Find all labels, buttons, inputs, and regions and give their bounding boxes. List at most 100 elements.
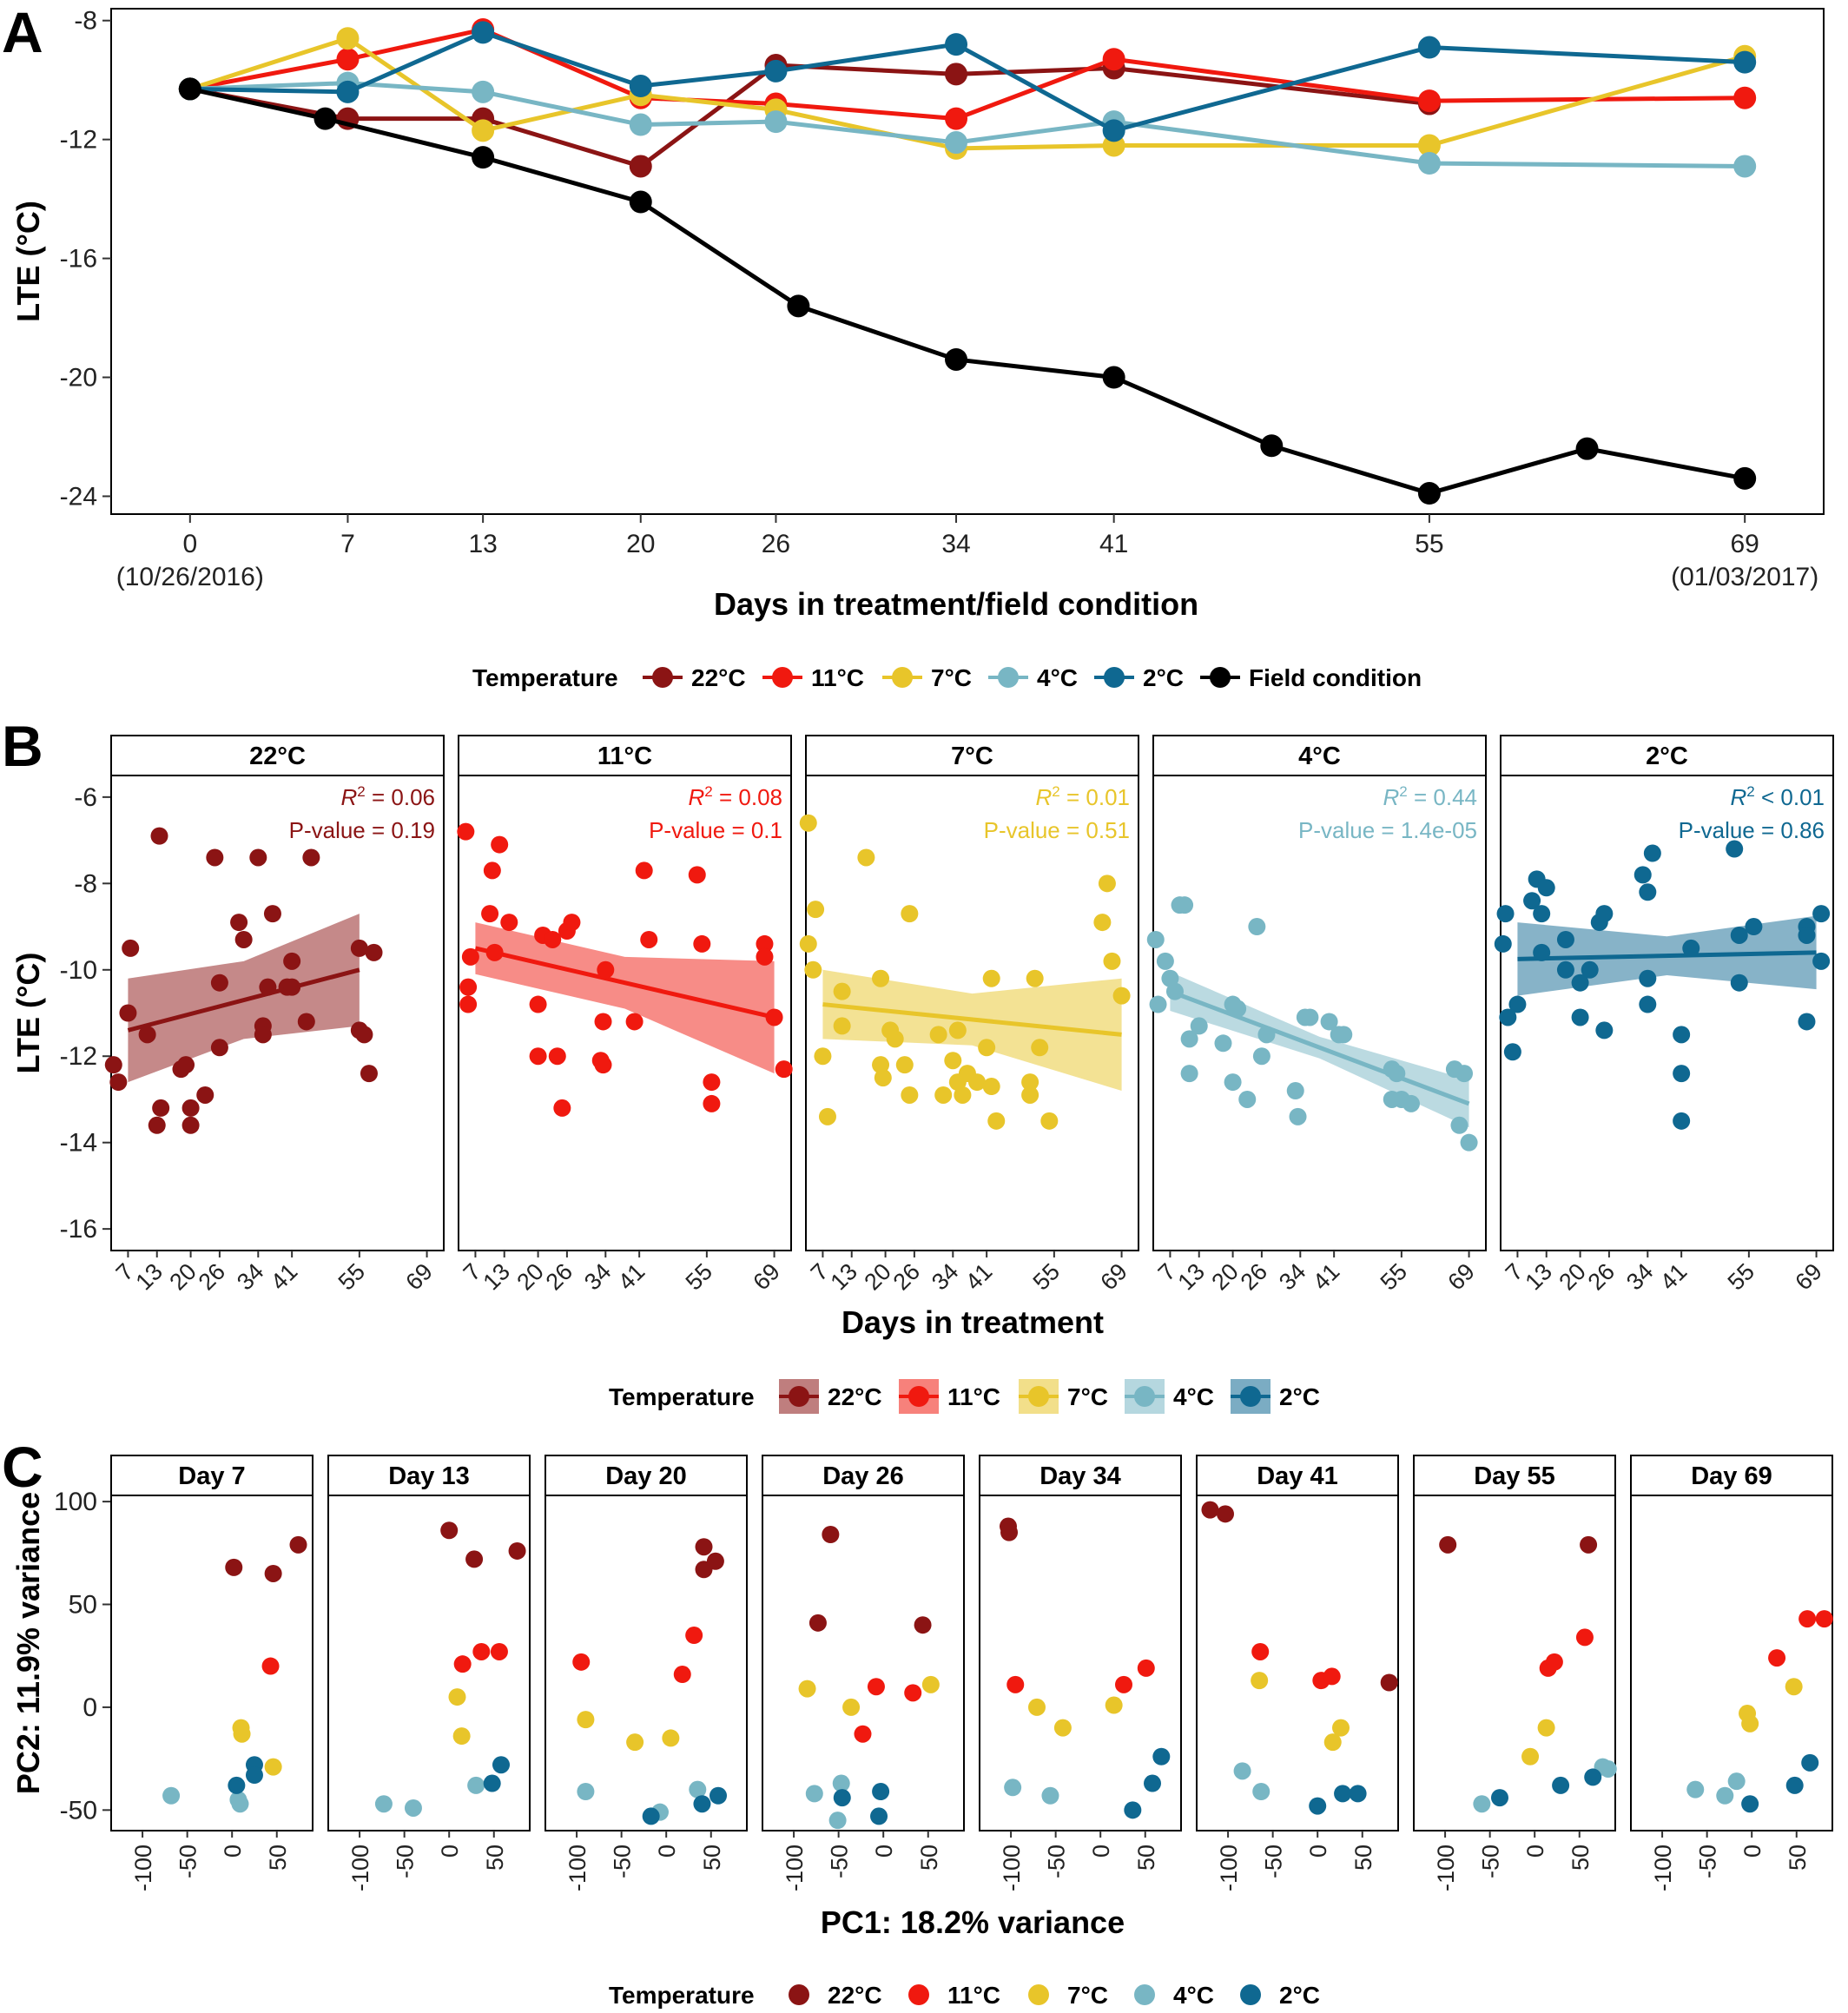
data-point	[1098, 874, 1116, 893]
legend: Temperature 22°C 11°C 7°C 4°C 2°C	[609, 1379, 1320, 1414]
data-point-4c	[404, 1798, 422, 1817]
data-point-22c	[440, 1521, 459, 1540]
data-point	[1733, 86, 1757, 109]
x-tick-label: 0	[220, 1845, 246, 1858]
data-point	[472, 146, 495, 169]
data-point-22c	[264, 1564, 282, 1582]
data-point	[833, 1017, 851, 1035]
x-tick-label: 55	[1028, 1258, 1065, 1295]
data-point-7c	[452, 1727, 471, 1746]
panel-label-c: C	[2, 1435, 43, 1499]
legend-key-dot	[1028, 1386, 1049, 1407]
x-tick-label: 0	[1739, 1845, 1766, 1858]
data-point	[461, 947, 479, 966]
data-point	[886, 1030, 904, 1048]
data-point	[1581, 960, 1599, 979]
x-tick-label: 50	[1568, 1845, 1594, 1871]
regression-line	[474, 946, 776, 1020]
series-line	[189, 81, 1746, 168]
data-point	[901, 905, 919, 923]
data-point	[775, 1060, 793, 1079]
data-point	[1260, 434, 1284, 458]
data-point-4c	[467, 1776, 485, 1794]
plot-frame	[805, 775, 1139, 1251]
plot-frame	[110, 775, 445, 1251]
data-point	[1523, 892, 1541, 910]
data-point	[629, 75, 652, 98]
x-tick-label: 13	[468, 530, 497, 558]
facet-day-69: Day 69 -100 -50 0 50	[1630, 1455, 1833, 1891]
data-point	[1455, 1065, 1474, 1083]
y-tick-label: -24	[60, 482, 97, 511]
series-field-condition	[178, 77, 1757, 505]
data-point	[472, 119, 495, 142]
legend-item-field-condition: Field condition	[1249, 664, 1422, 691]
data-point-11c	[904, 1684, 922, 1702]
facet-title: 22°C	[249, 742, 306, 770]
r2-annotation: R2 < 0.01	[1731, 783, 1825, 810]
data-point	[1102, 366, 1125, 389]
data-point	[1595, 905, 1614, 923]
data-point	[1499, 1008, 1517, 1026]
data-point	[594, 1056, 612, 1074]
data-point-11c	[1545, 1653, 1563, 1671]
data-point	[263, 905, 281, 923]
data-point	[1031, 1039, 1049, 1057]
data-point	[1673, 1112, 1691, 1130]
x-tick-sublabel: (10/26/2016)	[116, 563, 264, 591]
facet-strip	[327, 1455, 531, 1496]
x-tick-sublabel: (01/03/2017)	[1671, 563, 1818, 591]
data-point	[336, 48, 360, 71]
data-point-4c	[1686, 1780, 1705, 1798]
facet-strip	[544, 1455, 748, 1496]
x-tick-label: -50	[1261, 1845, 1287, 1878]
data-point	[459, 978, 478, 996]
data-point	[481, 905, 499, 923]
legend-item-4c: 4°C	[1173, 1982, 1214, 2009]
x-tick-label: 69	[1730, 530, 1759, 558]
data-point	[249, 848, 267, 867]
x-tick-label: 26	[194, 1258, 230, 1295]
data-point-7c	[1741, 1714, 1759, 1732]
data-point	[1643, 844, 1661, 862]
data-point	[152, 1099, 170, 1117]
data-point	[1595, 1021, 1614, 1040]
data-point	[703, 1073, 721, 1092]
data-point	[1673, 1026, 1691, 1044]
data-point	[945, 33, 968, 56]
data-point	[350, 939, 368, 957]
y-tick-label: -14	[60, 1129, 97, 1158]
legend-key-dot	[1028, 1984, 1049, 2005]
data-point-7c	[1323, 1733, 1342, 1752]
data-point	[1639, 883, 1657, 901]
panel-c: C 100 50 0 -50 PC2: 11.9% variance Day 7 -100 -5…	[2, 1435, 1833, 2009]
x-tick-label: 26	[888, 1258, 925, 1295]
facet-title: Day 20	[605, 1462, 687, 1490]
data-point	[804, 960, 822, 979]
data-point-11c	[1575, 1628, 1594, 1647]
data-point	[1537, 879, 1555, 897]
data-point-2c	[1349, 1785, 1367, 1803]
facet-title: Day 41	[1257, 1462, 1338, 1490]
data-point-7c	[626, 1733, 644, 1752]
y-tick-label: -50	[60, 1796, 97, 1825]
data-point	[210, 1039, 228, 1057]
data-point-4c	[1041, 1786, 1059, 1805]
data-point	[1733, 155, 1757, 178]
x-tick-label: 69	[748, 1258, 784, 1295]
data-point	[1798, 1013, 1816, 1031]
x-tick-label: 41	[1308, 1258, 1344, 1295]
x-tick-label: -100	[999, 1845, 1025, 1891]
x-tick-label: 26	[762, 530, 790, 558]
data-point-2c	[1144, 1774, 1162, 1792]
data-point	[895, 1056, 914, 1074]
x-tick-label: 50	[1133, 1845, 1159, 1871]
data-point-4c	[1473, 1795, 1491, 1813]
legend-key-dot	[1134, 1984, 1155, 2005]
p-value-annotation: P-value = 0.19	[289, 817, 435, 843]
data-point	[1146, 930, 1165, 948]
y-axis-title: LTE (°C)	[10, 953, 46, 1074]
data-point	[138, 1026, 156, 1044]
data-point	[1286, 1082, 1304, 1100]
data-point	[1730, 974, 1748, 992]
